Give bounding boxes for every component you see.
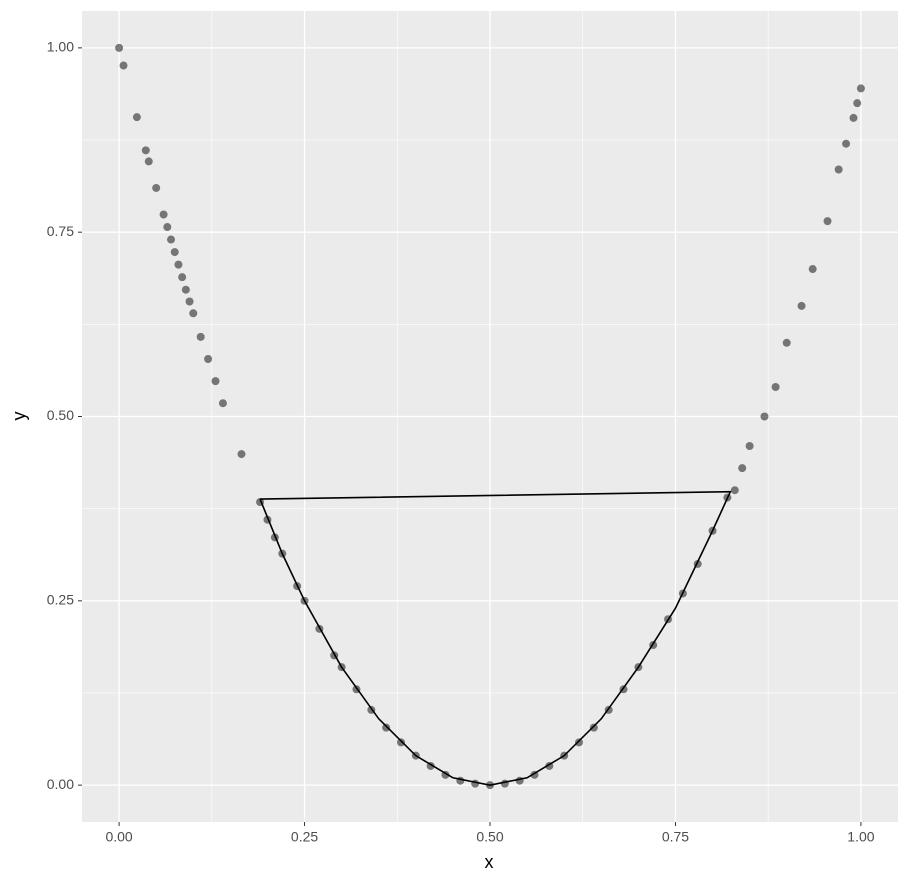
point	[170, 248, 179, 257]
point	[204, 354, 213, 363]
point	[211, 377, 220, 386]
point	[589, 723, 598, 732]
point	[152, 183, 161, 192]
point	[856, 84, 865, 93]
point	[119, 61, 128, 70]
y-tick-label: 0.00	[47, 776, 74, 792]
point	[849, 113, 858, 122]
y-tick-label: 0.75	[47, 223, 74, 239]
point	[141, 146, 150, 155]
point	[167, 235, 176, 244]
point	[782, 338, 791, 347]
point	[745, 441, 754, 450]
point	[834, 165, 843, 174]
point	[771, 383, 780, 392]
x-tick-label: 0.00	[105, 829, 132, 845]
point	[196, 332, 205, 341]
point	[823, 217, 832, 226]
marks	[115, 43, 865, 790]
x-tick-label: 1.00	[847, 829, 874, 845]
point	[730, 486, 739, 495]
line-path	[259, 490, 732, 786]
point	[738, 464, 747, 473]
point	[797, 301, 806, 310]
point	[189, 309, 198, 318]
y-tick-label: 0.50	[47, 407, 74, 423]
x-axis-title: x	[485, 852, 494, 872]
point	[853, 99, 862, 108]
point	[382, 723, 391, 732]
point	[808, 265, 817, 274]
x-tick-label: 0.25	[291, 829, 318, 845]
point	[185, 297, 194, 306]
point	[237, 450, 246, 459]
point	[842, 139, 851, 148]
x-tick-label: 0.75	[662, 829, 689, 845]
point	[163, 223, 172, 232]
point	[115, 43, 124, 52]
x-tick-label: 0.50	[476, 829, 503, 845]
y-tick-label: 0.25	[47, 592, 74, 608]
y-axis-title: y	[9, 412, 29, 421]
point	[174, 260, 183, 269]
point	[575, 738, 584, 747]
point	[144, 157, 153, 166]
y-tick-label: 1.00	[47, 39, 74, 55]
point	[218, 399, 227, 408]
point	[760, 412, 769, 421]
point	[396, 738, 405, 747]
point	[181, 285, 190, 294]
point	[178, 273, 187, 282]
point	[132, 113, 141, 122]
point	[159, 210, 168, 219]
